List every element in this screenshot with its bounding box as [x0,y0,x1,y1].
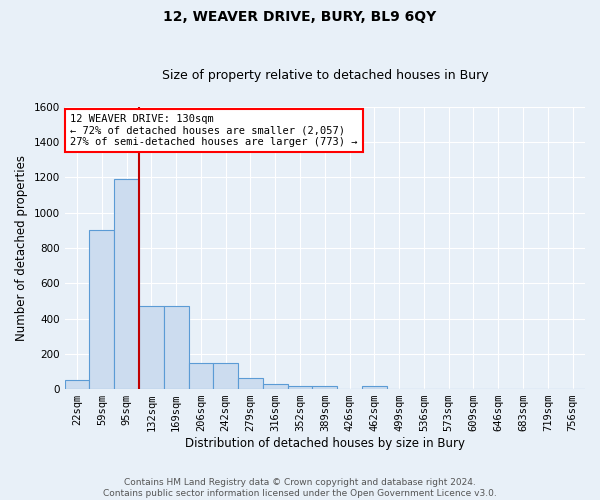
Bar [188,362,214,389]
Text: 12 WEAVER DRIVE: 130sqm
← 72% of detached houses are smaller (2,057)
27% of semi: 12 WEAVER DRIVE: 130sqm ← 72% of detache… [70,114,358,147]
Title: Size of property relative to detached houses in Bury: Size of property relative to detached ho… [161,69,488,82]
Bar [65,380,89,389]
Bar [139,306,164,389]
Text: 12, WEAVER DRIVE, BURY, BL9 6QY: 12, WEAVER DRIVE, BURY, BL9 6QY [163,10,437,24]
Y-axis label: Number of detached properties: Number of detached properties [15,155,28,341]
Bar [362,386,387,389]
Bar [313,386,337,389]
Bar [214,362,238,389]
Bar [164,306,188,389]
Bar [287,386,313,389]
Bar [114,179,139,389]
Bar [263,384,287,389]
X-axis label: Distribution of detached houses by size in Bury: Distribution of detached houses by size … [185,437,465,450]
Bar [238,378,263,389]
Text: Contains HM Land Registry data © Crown copyright and database right 2024.
Contai: Contains HM Land Registry data © Crown c… [103,478,497,498]
Bar [89,230,114,389]
